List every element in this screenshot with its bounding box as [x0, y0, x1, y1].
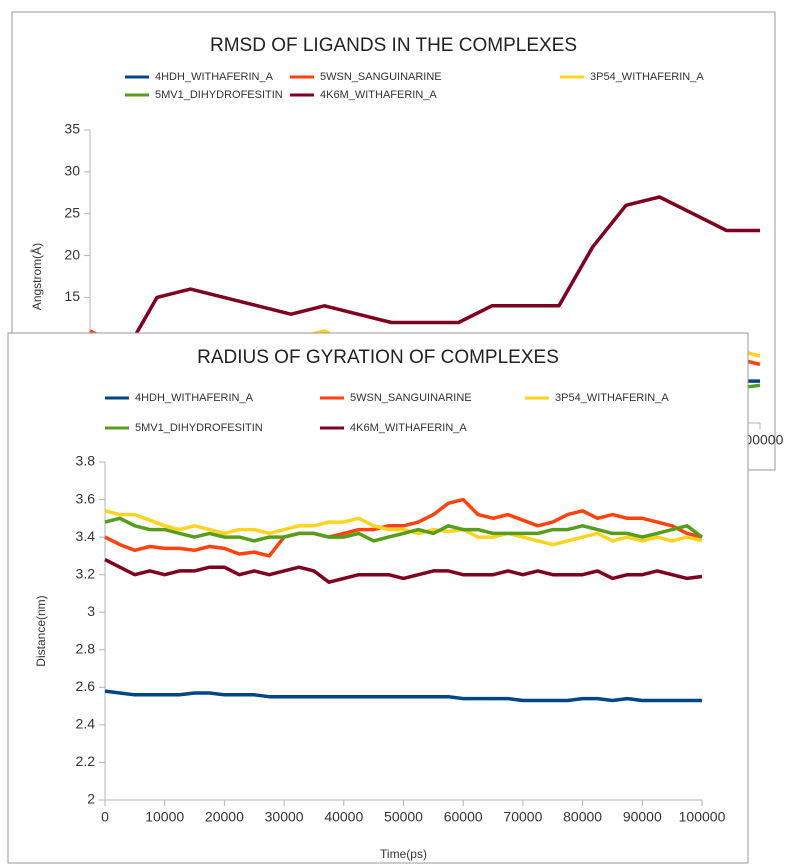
- y-tick-label: 2.4: [76, 716, 96, 732]
- x-tick-label: 50000: [384, 809, 423, 825]
- x-tick-label: 90000: [623, 809, 662, 825]
- y-tick-label: 35: [64, 121, 80, 137]
- x-tick-label: 100000: [679, 809, 726, 825]
- series-line: [104, 509, 703, 547]
- y-tick-label: 3.2: [76, 565, 96, 581]
- series-line: [104, 689, 702, 703]
- series-line: [104, 558, 703, 584]
- chart-frame: [7, 332, 749, 864]
- chart: RADIUS OF GYRATION OF COMPLEXES 4HDH_WITH…: [7, 332, 749, 864]
- legend-label: 4HDH_WITHAFERIN_A: [135, 392, 254, 404]
- y-tick-label: 2.6: [76, 678, 96, 694]
- series-line: [104, 516, 704, 543]
- y-tick-label: 20: [64, 246, 80, 262]
- y-tick-label: 3.6: [76, 490, 96, 506]
- y-axis-title: Angstrom(Å): [29, 243, 44, 310]
- legend-label: 3P54_WITHAFERIN_A: [590, 71, 704, 83]
- legend-label: 5MV1_DIHYDROFESITIN: [155, 89, 283, 101]
- legend-label: 3P54_WITHAFERIN_A: [555, 392, 669, 404]
- x-tick-label: 10000: [145, 809, 184, 825]
- x-tick-label: 0: [101, 809, 109, 825]
- x-tick-label: 70000: [503, 809, 542, 825]
- y-tick-label: 3: [87, 603, 95, 619]
- legend-label: 5MV1_DIHYDROFESITIN: [135, 422, 263, 434]
- x-axis-title: Time(ps): [380, 847, 427, 861]
- x-tick-label: 30000: [265, 809, 304, 825]
- legend-label: 5WSN_SANGUINARINE: [320, 71, 442, 83]
- chart-title: RMSD OF LIGANDS IN THE COMPLEXES: [210, 35, 577, 56]
- legend-label: 4HDH_WITHAFERIN_A: [155, 71, 274, 83]
- y-tick-label: 25: [64, 204, 80, 220]
- legend-label: 4K6M_WITHAFERIN_A: [320, 89, 437, 101]
- x-tick-label: 80000: [563, 809, 602, 825]
- x-tick-label: 60000: [444, 809, 483, 825]
- legend-label: 4K6M_WITHAFERIN_A: [350, 422, 467, 434]
- y-tick-label: 3.8: [76, 453, 96, 469]
- series-line: [104, 497, 703, 558]
- y-tick-label: 2: [87, 791, 95, 807]
- series-line: [90, 195, 760, 358]
- y-tick-label: 2.8: [76, 640, 96, 656]
- legend-label: 5WSN_SANGUINARINE: [350, 392, 472, 404]
- x-tick-label: 40000: [324, 809, 363, 825]
- y-tick-label: 15: [64, 288, 80, 304]
- chart-title: RADIUS OF GYRATION OF COMPLEXES: [197, 347, 559, 368]
- y-tick-label: 3.4: [76, 528, 96, 544]
- y-axis-title: Distance(nm): [34, 595, 48, 666]
- x-tick-label: 20000: [205, 809, 244, 825]
- y-tick-label: 2.2: [76, 753, 96, 769]
- y-tick-label: 30: [64, 163, 80, 179]
